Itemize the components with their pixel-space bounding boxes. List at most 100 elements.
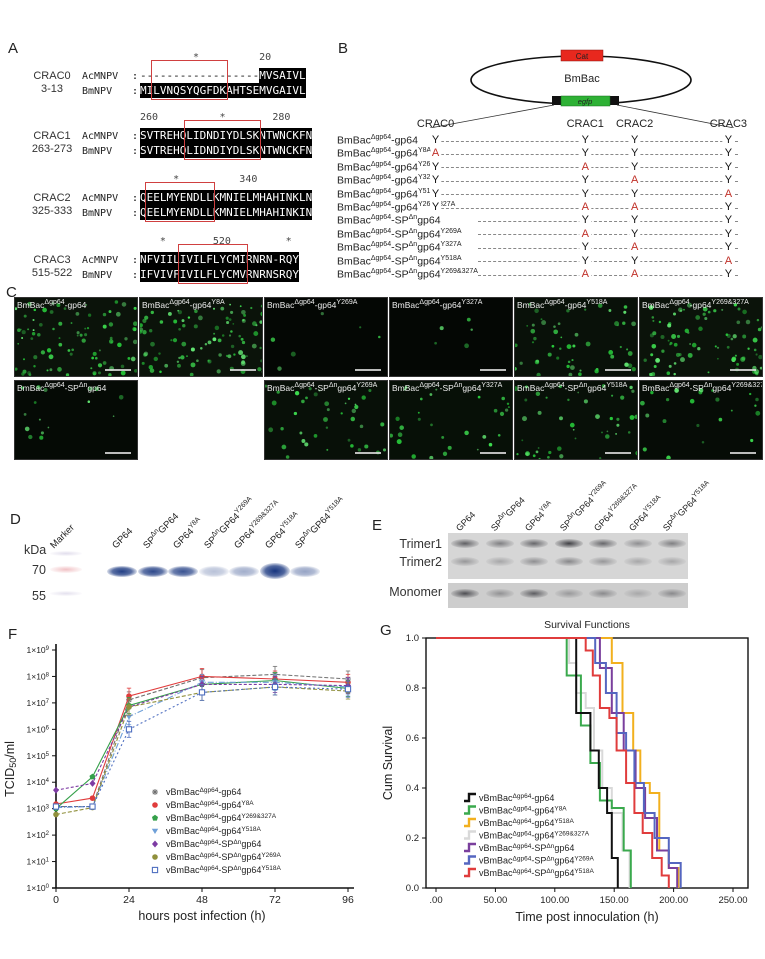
mutated-residue: A: [722, 254, 735, 268]
construct-row: BmBacΔgp64-gp64Y269&327AYAAY: [330, 201, 765, 214]
wildtype-residue: Y: [579, 214, 591, 228]
crac-range: 3-13: [40, 83, 64, 95]
panel-g-label: G: [380, 622, 392, 639]
construct-row: BmBacΔgp64-gp64Y8A A Y Y Y: [330, 147, 765, 161]
svg-text:96: 96: [342, 894, 354, 906]
marker-band: [50, 566, 82, 573]
svg-text:0.6: 0.6: [406, 733, 419, 744]
svg-text:100.00: 100.00: [540, 895, 569, 906]
protein-band: [259, 563, 290, 579]
fluorescence-dots: [434, 317, 473, 349]
ruler-mark: *: [159, 236, 166, 247]
svg-text:vBmBacΔgp64-gp64Y269&327A: vBmBacΔgp64-gp64Y269&327A: [479, 831, 590, 841]
insert-flank-left: [552, 96, 561, 105]
wildtype-residue: Y: [579, 254, 591, 268]
ruler-mark: 340: [239, 174, 258, 185]
monomer-band: [554, 589, 583, 598]
trimer2-band: [589, 557, 617, 566]
construct-row: BmBacΔgp64-SPΔngp64Y269A A Y Y: [330, 227, 765, 241]
svg-text:1×104: 1×104: [27, 777, 50, 787]
amino-acid-sequence: NFVIILIVILFLYCMIRNRN-RQY: [140, 252, 299, 267]
species-name: AcMNPV: [82, 255, 119, 266]
aligned-sequence-segment: MILVNQSYQGFDKAHTSEMVGAIVL: [140, 83, 306, 98]
panel-e-western-blot: E Trimer1 Trimer2 Monomer GP64 SPΔnGP64 GP…: [370, 480, 765, 623]
aligned-sequence-segment: SVTREHQLIDNDIYDLSKNTWNCKFN: [140, 128, 313, 143]
wildtype-residue: Y: [722, 241, 735, 255]
trimer2-row-label: Trimer2: [399, 555, 442, 569]
scale-bar: [355, 369, 381, 371]
fluorescence-dots: [515, 383, 637, 459]
wildtype-residue: Y: [722, 227, 735, 241]
construct-name: BmBacΔgp64-gp64Y269A: [337, 160, 439, 174]
pattern-dash-line: [478, 234, 739, 236]
svg-text:200.00: 200.00: [659, 895, 688, 906]
micrograph-label: BmBacΔgp64-gp64Y327A: [392, 299, 483, 310]
svg-text:vBmBacΔgp64-SPΔngp64Y518A: vBmBacΔgp64-SPΔngp64Y518A: [166, 865, 282, 875]
trimer1-band: [623, 539, 652, 548]
mutated-residue: A: [628, 174, 641, 188]
svg-text:vBmBacΔgp64-gp64: vBmBacΔgp64-gp64: [479, 793, 554, 803]
egfp-gene-label: egfp: [578, 97, 593, 106]
mutated-residue: A: [579, 227, 591, 241]
egfp-gene-box: [560, 95, 611, 107]
alignment-block-crac0: CRAC0 3-13 * 20 AcMNPV: ------------------MVS…: [8, 52, 330, 110]
sequence-row-acmnpv: AcMNPV: QEELMYENDLLKMNIELMHAHINKLN: [82, 188, 313, 205]
micrograph: BmBacΔgp64-gp64Y269A: [264, 297, 388, 377]
aligned-sequence-segment: MVSAIVL: [259, 68, 306, 83]
monomer-band: [589, 589, 617, 598]
separator-colon: :: [132, 193, 139, 204]
trimer1-band: [485, 539, 514, 548]
fluorescence-dots: [15, 300, 137, 376]
wildtype-residue: Y: [579, 187, 591, 201]
construct-name: BmBacΔgp64-SPΔngp64Y269A: [337, 227, 462, 241]
trimer1-band: [554, 539, 583, 548]
separator-colon: :: [132, 86, 139, 97]
crac-range: 263-273: [31, 143, 73, 155]
amino-acid-sequence: SVTREHQLIDNDIYDLSKNTWNCKFN: [140, 143, 313, 158]
crac-name: CRAC2: [33, 192, 71, 204]
construct-name: BmBacΔgp64-gp64Y518A: [337, 187, 439, 201]
fluorescence-dots: [270, 312, 381, 371]
wildtype-residue: Y: [722, 134, 735, 147]
micrograph: BmBacΔgp64-gp64Y8A: [139, 297, 263, 377]
sequence-row-acmnpv: AcMNPV: ------------------MVSAIVL: [82, 66, 306, 83]
crac-header-crac1: CRAC1: [566, 118, 604, 130]
monomer-band: [485, 589, 514, 598]
gap-segment: ------------------: [140, 69, 260, 82]
panel-d-label: D: [10, 511, 21, 528]
ruler-mark: *: [219, 112, 226, 123]
construct-name: BmBacΔgp64-gp64Y8A: [337, 147, 432, 160]
crac-motif-highlight-box: [151, 60, 229, 100]
wildtype-residue: Y: [579, 147, 591, 161]
panel-c-label: C: [6, 284, 17, 301]
svg-text:Survival Functions: Survival Functions: [544, 619, 630, 631]
aligned-sequence-segment: IFVIVFIVILFLYCMVRNRNSRQY: [140, 267, 299, 282]
panel-a-sequence-alignment: A CRAC0 3-13 * 20 AcMNPV: ------------------M…: [8, 40, 333, 292]
crac-range: 515-522: [31, 267, 73, 279]
crac-name: CRAC0: [33, 70, 71, 82]
amino-acid-sequence: MILVNQSYQGFDKAHTSEMVGAIVL: [140, 83, 306, 98]
marker-lane-label-text: Marker: [48, 522, 77, 551]
construct-row: BmBacΔgp64-SPΔngp64 Y Y Y: [330, 214, 765, 228]
panel-d-sds-page-gel: D kDa 70 55 Marker GP64 SPΔnGP64 GP64Y8A SPΔ…: [10, 495, 362, 623]
svg-text:vBmBacΔgp64-SPΔngp64Y269A: vBmBacΔgp64-SPΔngp64Y269A: [479, 856, 595, 866]
svg-text:24: 24: [123, 894, 135, 906]
wildtype-residue: Y: [579, 134, 591, 147]
separator-colon: :: [132, 71, 139, 82]
marker-band: [50, 591, 82, 596]
wildtype-residue: Y: [429, 160, 442, 174]
micrograph-label: BmBacΔgp64-gp64Y518A: [517, 299, 608, 310]
sequence-row-bmnpv: BmNPV: QEELMYENDLLKMNIELMHAHINKIN: [82, 203, 313, 220]
protein-band: [290, 566, 320, 577]
blot-lane-label-text: GP64Y8A: [522, 499, 553, 533]
micrograph-label: BmBacΔgp64-SPΔngp64Y327A: [392, 381, 503, 393]
svg-text:0.8: 0.8: [406, 683, 419, 694]
pattern-dash-line: [478, 247, 739, 249]
pattern-dash-line: [478, 274, 739, 276]
svg-text:0.4: 0.4: [406, 783, 419, 794]
crac-region-label: CRAC2 325-333: [26, 192, 78, 218]
